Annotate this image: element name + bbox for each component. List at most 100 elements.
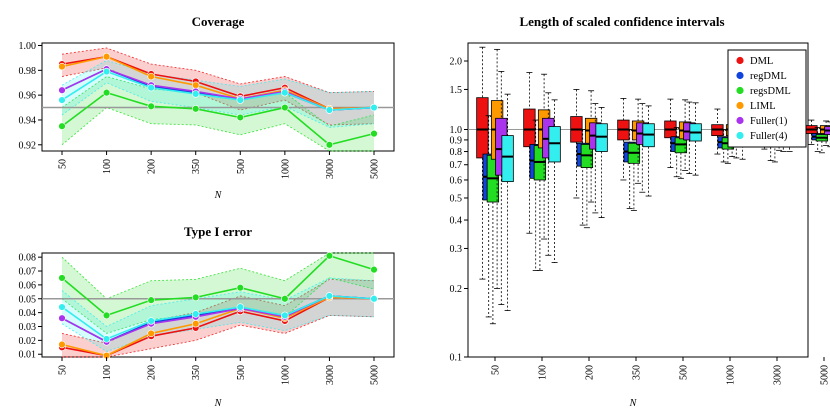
box-body	[476, 97, 489, 159]
type1-ytick-label: 0.07	[19, 267, 37, 278]
length-xtick-label: 3000	[773, 365, 784, 385]
legend-label: DML	[750, 56, 773, 67]
box-fuller4	[595, 107, 608, 218]
type1-xtick-label: 200	[147, 365, 158, 380]
length-xtick-label: 50	[491, 365, 502, 375]
type1-point-fuller4	[192, 310, 200, 318]
legend: DML regDML regsDML LIML Fuller(1) Fuller(4)	[727, 49, 807, 148]
type1-plot-frame	[41, 252, 395, 358]
box-fuller1	[589, 103, 602, 214]
coverage-ytick-label: 0.98	[19, 66, 37, 77]
type1-point-liml	[58, 340, 66, 349]
type1-band-2-lower	[61, 314, 375, 352]
type1-point-regsdml	[236, 283, 244, 292]
type1-band-2-upper	[61, 277, 375, 328]
coverage-xtick-label: 350	[191, 159, 202, 174]
type1-point-fuller4	[58, 303, 66, 311]
coverage-ytick-label: 0.96	[19, 91, 37, 102]
type1-xtick-label: 5000	[370, 365, 381, 385]
type1-line-liml	[61, 296, 375, 357]
box-body	[548, 126, 561, 163]
length-xtick-label: 5000	[820, 365, 830, 385]
coverage-x-label: N	[214, 190, 223, 201]
legend-marker	[736, 56, 744, 65]
legend-label: regDML	[750, 71, 787, 82]
length-xtick-label: 200	[585, 365, 596, 380]
type1-point-fuller4	[102, 335, 111, 343]
type1-point-regsdml	[147, 296, 155, 304]
coverage-point-liml	[58, 62, 66, 71]
type1-point-fuller4	[236, 303, 244, 311]
type1-ytick-label: 0.03	[19, 322, 37, 333]
type1-band-0	[62, 279, 374, 357]
coverage-ytick-label: 1.00	[19, 41, 37, 52]
coverage-point-fuller4	[236, 96, 244, 104]
type1-point-fuller1	[58, 314, 66, 322]
legend-label: LIML	[750, 101, 776, 112]
type1-ytick-label: 0.02	[19, 336, 37, 347]
length-xtick-label: 500	[679, 365, 690, 380]
coverage-point-regsdml	[281, 103, 289, 112]
legend-marker	[736, 86, 744, 95]
length-xtick-label: 100	[538, 365, 549, 380]
type1-point-regsdml	[58, 274, 66, 282]
type1-y-axis: 0.01 0.02 0.03 0.04 0.05 0.06 0.07 0.08	[19, 253, 42, 361]
coverage-point-regsdml	[58, 122, 66, 130]
box-dml	[476, 46, 489, 280]
length-ytick-label: 0.9	[450, 135, 463, 146]
type1-ytick-label: 0.05	[19, 294, 37, 305]
coverage-xtick-label: 5000	[370, 159, 381, 179]
type1-point-fuller4	[370, 295, 378, 303]
coverage-y-axis: 0.92 0.94 0.96 0.98 1.00	[19, 41, 42, 151]
type1-xtick-label: 50	[58, 365, 69, 375]
coverage-point-fuller4	[102, 67, 111, 76]
legend-marker	[736, 131, 744, 140]
coverage-band-2-upper	[61, 59, 375, 94]
coverage-band-0-upper	[61, 47, 375, 94]
coverage-bands	[61, 47, 375, 152]
legend-marker	[736, 116, 744, 125]
length-ytick-label: 0.7	[450, 160, 463, 171]
type1-xtick-label: 500	[236, 365, 247, 380]
coverage-xtick-label: 50	[58, 159, 69, 169]
type1-band-2	[62, 277, 374, 352]
type1-point-fuller4	[281, 311, 289, 320]
box-dml	[664, 98, 677, 169]
length-ytick-label: 1.5	[450, 85, 463, 96]
type1-xtick-label: 3000	[325, 365, 336, 385]
type1-series	[58, 252, 378, 360]
type1-x-label: N	[214, 398, 223, 409]
coverage-panel: Coverage 0.92 0.94 0.96 0.98 1.00 50 100 200 35…	[19, 14, 395, 201]
coverage-xtick-label: 100	[102, 159, 113, 174]
length-y-axis: 0.1 0.2 0.3 0.4 0.5 0.6 0.7 0.80.91.0 1.5 2.0	[450, 57, 468, 364]
type1-point-regsdml	[281, 295, 289, 303]
box-dml	[617, 97, 630, 181]
coverage-point-liml	[147, 72, 155, 81]
coverage-point-regsdml	[325, 141, 334, 149]
coverage-point-liml	[192, 81, 200, 89]
type1-ytick-label: 0.08	[19, 253, 37, 264]
coverage-point-fuller1	[58, 86, 66, 94]
legend-label: regsDML	[750, 86, 791, 97]
coverage-series	[58, 52, 378, 149]
type1-ytick-label: 0.06	[19, 280, 37, 291]
legend-label: Fuller(4)	[750, 131, 788, 142]
length-panel: Length of scaled confidence intervals 0.…	[450, 14, 830, 409]
box-fuller4	[548, 99, 561, 263]
coverage-point-regsdml	[370, 129, 378, 138]
coverage-line-liml	[61, 55, 375, 110]
legend-label: Fuller(1)	[750, 116, 788, 127]
coverage-band-1-lower	[61, 107, 374, 152]
coverage-line-fuller4	[61, 70, 375, 111]
type1-ytick-label: 0.04	[19, 308, 37, 319]
coverage-band-1-upper	[61, 76, 375, 127]
coverage-band-2	[62, 60, 374, 128]
length-title: Length of scaled confidence intervals	[519, 14, 724, 29]
type1-x-axis: 50 100 200 350 500 1000 3000 5000	[58, 357, 381, 385]
box-dml	[805, 119, 818, 145]
box-body	[523, 108, 536, 148]
type1-point-fuller4	[325, 292, 334, 300]
type1-point-fuller4	[147, 317, 155, 325]
legend-marker	[736, 71, 744, 80]
